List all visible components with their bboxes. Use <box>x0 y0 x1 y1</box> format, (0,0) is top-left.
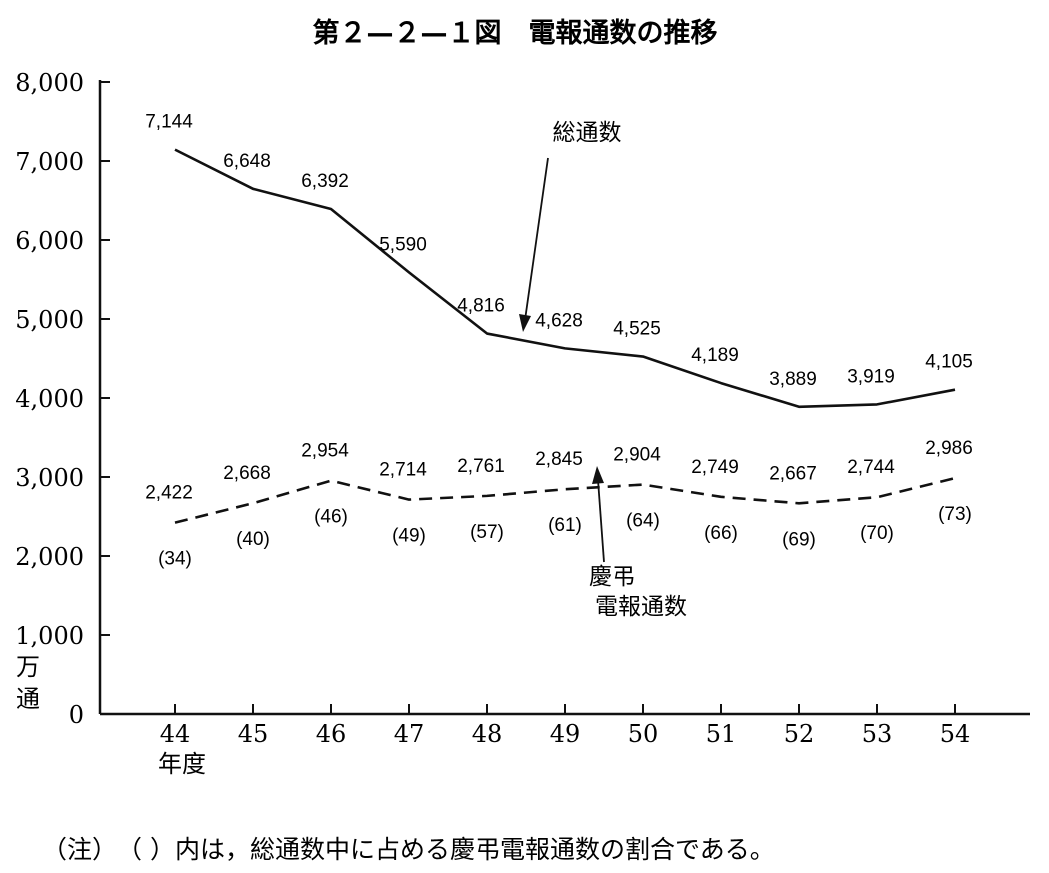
greeting-percent-label: (49) <box>392 526 426 547</box>
total-value-label: 5,590 <box>379 234 427 255</box>
x-ticks: 44 45 46 47 48 49 50 51 52 53 54 <box>160 704 971 748</box>
data-labels: 7,144 6,648 6,392 5,590 4,816 4,628 4,525 4,189… <box>145 112 973 570</box>
total-value-label: 7,144 <box>145 112 193 133</box>
greeting-value-label: 2,422 <box>145 483 193 504</box>
y-tick-label: 7,000 <box>15 148 84 176</box>
greeting-value-label: 2,667 <box>769 463 817 484</box>
total-series-line <box>174 148 956 409</box>
greeting-value-label: 2,954 <box>301 441 349 462</box>
total-value-label: 4,628 <box>535 310 583 331</box>
x-tick-label: 51 <box>706 720 737 748</box>
total-value-label: 3,889 <box>769 369 817 390</box>
x-tick-label: 46 <box>316 720 347 748</box>
greeting-percent-label: (61) <box>548 515 582 536</box>
y-tick-label: 4,000 <box>15 385 84 413</box>
x-tick-label: 54 <box>940 720 971 748</box>
total-value-label: 3,919 <box>847 366 895 387</box>
greeting-value-label: 2,845 <box>535 449 583 470</box>
chart-title: 第２—２—１図 電報通数の推移 <box>313 17 718 49</box>
greeting-value-label: 2,904 <box>613 445 661 466</box>
y-tick-label: 8,000 <box>15 69 84 97</box>
x-tick-label: 44 <box>160 720 191 748</box>
y-ticks: 0 1,000 2,000 3,000 4,000 5,000 6,000 7,000 8,00… <box>15 69 110 729</box>
greeting-value-label: 2,986 <box>925 438 973 459</box>
x-tick-label: 45 <box>238 720 269 748</box>
y-axis-unit-1: 万 <box>16 653 40 681</box>
greeting-annotation-arrowhead <box>592 466 604 484</box>
total-series-annotation: 総通数 <box>553 120 622 146</box>
y-axis-unit-2: 通 <box>16 685 40 713</box>
greeting-percent-label: (40) <box>236 529 270 550</box>
greeting-percent-label: (73) <box>938 504 972 525</box>
greeting-percent-label: (69) <box>782 529 816 550</box>
x-axis-label: 年度 <box>158 750 206 778</box>
y-tick-label: 2,000 <box>15 543 84 571</box>
greeting-percent-label: (57) <box>470 522 504 543</box>
greeting-value-label: 2,714 <box>379 460 427 481</box>
x-tick-label: 52 <box>784 720 815 748</box>
greeting-series-annotation-line2: 電報通数 <box>595 594 687 620</box>
series-lines <box>174 148 956 524</box>
greeting-percent-label: (34) <box>158 549 192 570</box>
y-tick-label: 3,000 <box>15 464 84 492</box>
greeting-annotation-arrow <box>597 479 605 563</box>
x-tick-label: 47 <box>394 720 425 748</box>
y-tick-label: 0 <box>69 701 84 729</box>
greeting-value-label: 2,668 <box>223 463 271 484</box>
x-tick-label: 49 <box>550 720 581 748</box>
total-value-label: 6,392 <box>301 171 349 192</box>
greeting-percent-label: (66) <box>704 523 738 544</box>
greeting-value-label: 2,749 <box>691 457 739 478</box>
x-tick-label: 53 <box>862 720 893 748</box>
total-value-label: 6,648 <box>223 151 271 172</box>
greeting-series-line <box>174 476 956 524</box>
footnote: （注） （ ）内は，総通数中に占める慶弔電報通数の割合である。 <box>42 835 775 864</box>
greeting-value-label: 2,744 <box>847 457 895 478</box>
total-value-label: 4,816 <box>457 296 505 317</box>
greeting-percent-label: (64) <box>626 511 660 532</box>
greeting-value-label: 2,761 <box>457 456 505 477</box>
greeting-percent-label: (46) <box>314 507 348 528</box>
x-tick-label: 50 <box>628 720 659 748</box>
greeting-series-annotation-line1: 慶弔 <box>589 564 635 590</box>
total-annotation-arrowhead <box>519 314 531 332</box>
y-tick-label: 1,000 <box>15 622 84 650</box>
total-annotation-arrow <box>524 157 549 321</box>
total-value-label: 4,105 <box>925 352 973 373</box>
x-tick-label: 48 <box>472 720 503 748</box>
total-value-label: 4,189 <box>691 345 739 366</box>
y-tick-label: 5,000 <box>15 306 84 334</box>
greeting-percent-label: (70) <box>860 523 894 544</box>
total-value-label: 4,525 <box>613 319 661 340</box>
y-tick-label: 6,000 <box>15 227 84 255</box>
